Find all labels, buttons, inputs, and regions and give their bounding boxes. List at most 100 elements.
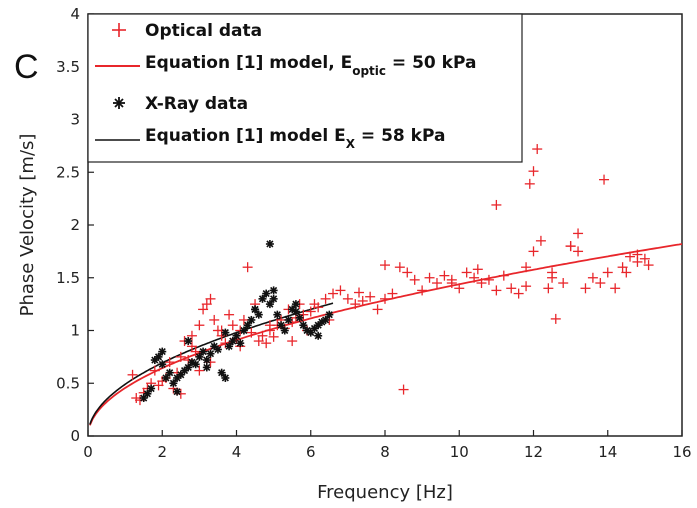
optical-point bbox=[357, 295, 368, 306]
optical-point bbox=[528, 166, 539, 177]
xray-point bbox=[195, 352, 204, 361]
optical-point bbox=[190, 346, 201, 357]
y-tick-label: 0 bbox=[70, 427, 80, 445]
optical-point bbox=[328, 288, 339, 299]
optical-point bbox=[186, 341, 197, 352]
optical-point bbox=[528, 246, 539, 257]
optical-point bbox=[261, 338, 272, 349]
legend-entry-optical: Optical data bbox=[112, 21, 262, 41]
legend-star-icon bbox=[113, 97, 125, 109]
legend-model-optical-prefix: Equation [1] model, E bbox=[145, 53, 352, 73]
optical-point bbox=[224, 309, 235, 320]
optical-point bbox=[558, 278, 569, 289]
legend-model-xray-prefix: Equation [1] model E bbox=[145, 126, 346, 146]
optical-point bbox=[149, 365, 160, 376]
optical-point bbox=[625, 251, 636, 262]
xray-point bbox=[314, 331, 323, 340]
xray-point bbox=[295, 313, 304, 322]
xray-point bbox=[184, 337, 193, 346]
x-tick-label: 10 bbox=[450, 443, 469, 461]
legend-label-optical: Optical data bbox=[145, 21, 262, 41]
optical-point bbox=[580, 283, 591, 294]
optical-point bbox=[483, 274, 494, 285]
optical-point bbox=[610, 283, 621, 294]
optical-point bbox=[587, 272, 598, 283]
optical-point bbox=[387, 288, 398, 299]
legend-label-model-xray: Equation [1] model EX = 58 kPa bbox=[145, 126, 445, 151]
xray-point bbox=[158, 347, 167, 356]
optical-point bbox=[491, 199, 502, 210]
optical-point bbox=[398, 384, 409, 395]
optical-point bbox=[186, 330, 197, 341]
legend-label-model-optical: Equation [1] model, Eoptic = 50 kPa bbox=[145, 53, 476, 78]
xray-point bbox=[199, 347, 208, 356]
xray-point bbox=[277, 321, 286, 330]
xray-point bbox=[184, 363, 193, 372]
xray-point bbox=[221, 328, 230, 337]
xray-point bbox=[239, 326, 248, 335]
y-tick-label: 1 bbox=[70, 322, 80, 340]
xray-point bbox=[173, 373, 182, 382]
optical-point bbox=[565, 241, 576, 252]
legend-box bbox=[87, 13, 523, 163]
legend-model-optical-sub: optic bbox=[352, 64, 386, 78]
optical-point bbox=[201, 299, 212, 310]
optical-point bbox=[209, 314, 220, 325]
legend-model-xray-sub: X bbox=[346, 137, 356, 151]
optical-point bbox=[491, 285, 502, 296]
optical-point bbox=[380, 260, 390, 271]
xray-point bbox=[269, 294, 278, 303]
xray-point bbox=[169, 379, 178, 388]
optical-point bbox=[287, 336, 298, 347]
optical-point bbox=[354, 287, 365, 298]
y-axis-label: Phase Velocity [m/s] bbox=[17, 134, 38, 317]
xray-point bbox=[232, 331, 241, 340]
xray-point bbox=[284, 315, 293, 324]
axes: 0 2 4 6 8 10 12 14 16 0 0.5 1 1.5 2 2.5 3 3.5 4 bbox=[56, 5, 691, 461]
optical-point bbox=[521, 281, 532, 292]
optical-point bbox=[599, 174, 610, 185]
xray-point bbox=[154, 352, 163, 361]
optical-point bbox=[513, 288, 524, 299]
optical-point bbox=[639, 253, 650, 264]
chart-marks bbox=[89, 144, 683, 426]
optical-point bbox=[268, 331, 279, 342]
optical-point bbox=[238, 314, 249, 325]
xray-point bbox=[206, 349, 215, 358]
optical-point bbox=[461, 267, 472, 278]
optical-point bbox=[164, 357, 175, 368]
optical-point bbox=[472, 264, 483, 275]
optical-point bbox=[506, 283, 517, 294]
optical-point bbox=[532, 144, 543, 155]
xray-point bbox=[269, 286, 278, 295]
x-tick-label: 12 bbox=[524, 443, 543, 461]
optical-point bbox=[127, 369, 138, 380]
optical-point bbox=[469, 272, 480, 283]
xray-point bbox=[143, 389, 152, 398]
panel-letter: C bbox=[14, 48, 39, 86]
xray-point bbox=[191, 360, 200, 369]
xray-point bbox=[258, 294, 267, 303]
optical-point bbox=[246, 327, 257, 338]
xray-point bbox=[202, 363, 211, 372]
xray-point bbox=[273, 310, 282, 319]
optical-point bbox=[439, 270, 450, 281]
y-tick-label: 1.5 bbox=[56, 269, 80, 287]
x-tick-label: 4 bbox=[232, 443, 242, 461]
x-tick-label: 8 bbox=[380, 443, 390, 461]
legend-model-optical-suffix: = 50 kPa bbox=[386, 53, 476, 73]
xray-point bbox=[213, 345, 222, 354]
optical-point bbox=[402, 267, 413, 278]
optical-point bbox=[621, 267, 632, 278]
xray-point bbox=[247, 315, 256, 324]
optical-point bbox=[547, 267, 558, 278]
optical-point bbox=[521, 262, 532, 273]
legend-plus-icon bbox=[112, 23, 126, 37]
xray-point bbox=[173, 387, 182, 396]
optical-point bbox=[320, 293, 331, 304]
xray-point bbox=[228, 337, 237, 346]
legend-entry-xray: X-Ray data bbox=[113, 94, 248, 114]
optical-point bbox=[573, 246, 584, 257]
optical-point bbox=[617, 262, 628, 273]
legend-entry-model-xray: Equation [1] model EX = 58 kPa bbox=[95, 126, 445, 151]
